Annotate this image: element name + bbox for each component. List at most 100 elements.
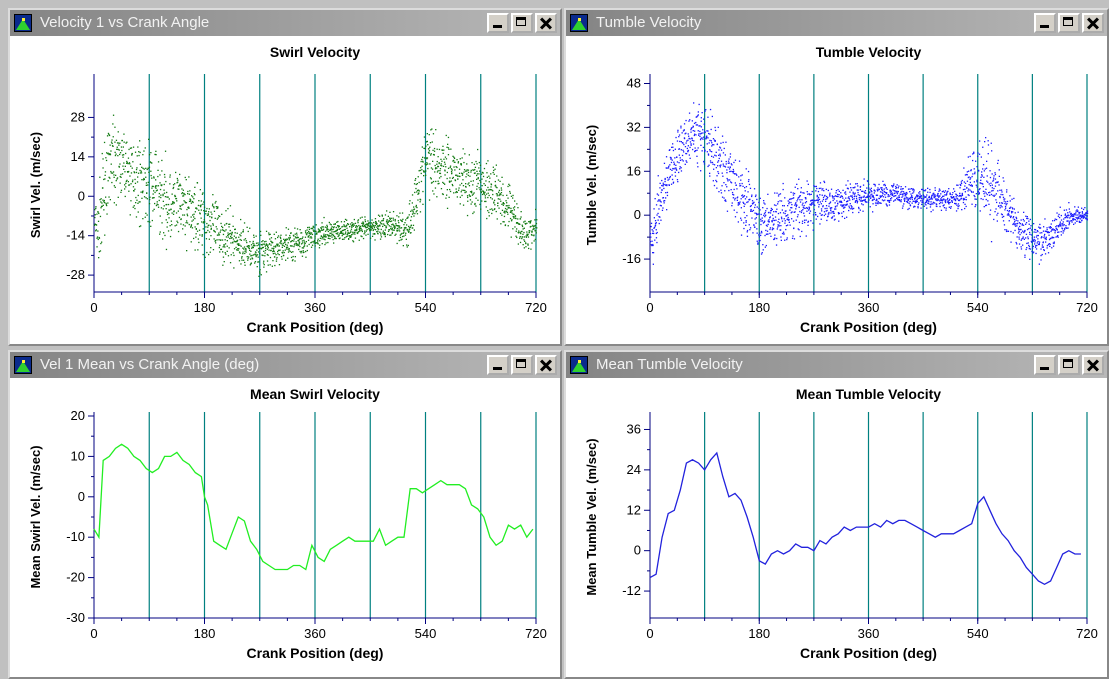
window-tumble-velocity[interactable]: Tumble Velocity Tumble Velocity 0 180 360 54… <box>564 8 1109 346</box>
data-point <box>354 231 356 233</box>
data-point <box>164 176 166 178</box>
data-point <box>959 183 961 186</box>
data-point <box>363 233 365 235</box>
data-point <box>210 247 212 249</box>
data-point <box>403 229 406 231</box>
data-point <box>780 200 783 202</box>
data-point <box>962 201 965 204</box>
data-point <box>377 226 379 228</box>
data-point <box>980 176 982 178</box>
data-point <box>330 224 332 226</box>
data-point <box>255 235 257 237</box>
data-point <box>525 235 527 237</box>
data-point <box>397 230 399 232</box>
data-point <box>458 187 460 189</box>
data-point <box>101 241 103 243</box>
data-point <box>216 228 218 230</box>
data-point <box>512 194 514 197</box>
data-point <box>886 188 888 190</box>
data-point <box>503 211 505 213</box>
maximize-button[interactable] <box>511 355 533 375</box>
data-point <box>956 184 958 186</box>
maximize-button[interactable] <box>1058 355 1080 375</box>
data-point <box>687 133 689 135</box>
window-swirl-velocity[interactable]: Velocity 1 vs Crank Angle Swirl Velocity… <box>8 8 562 346</box>
data-point <box>169 174 171 176</box>
window-mean-swirl-velocity[interactable]: Vel 1 Mean vs Crank Angle (deg) Mean Swi… <box>8 350 562 679</box>
data-point <box>150 152 152 154</box>
data-point <box>661 209 664 211</box>
data-point <box>349 235 351 237</box>
data-point <box>343 224 345 226</box>
data-point <box>858 207 860 210</box>
window-mean-tumble-velocity[interactable]: Mean Tumble Velocity Mean Tumble Velocit… <box>564 350 1109 679</box>
data-point <box>280 256 283 258</box>
data-point <box>673 163 676 165</box>
data-point <box>828 213 830 215</box>
window-titlebar[interactable]: Tumble Velocity <box>566 10 1107 36</box>
window-titlebar[interactable]: Velocity 1 vs Crank Angle <box>10 10 560 36</box>
close-button[interactable] <box>535 355 557 375</box>
data-point <box>422 190 424 193</box>
data-point <box>96 237 98 239</box>
data-point <box>415 204 417 207</box>
data-point <box>332 233 334 235</box>
minimize-button[interactable] <box>487 13 509 33</box>
data-point <box>330 228 332 231</box>
data-point <box>258 275 260 277</box>
window-titlebar[interactable]: Vel 1 Mean vs Crank Angle (deg) <box>10 352 560 378</box>
data-point <box>794 186 796 188</box>
minimize-button[interactable] <box>1034 13 1056 33</box>
close-button[interactable] <box>1082 13 1104 33</box>
maximize-button[interactable] <box>1058 13 1080 33</box>
data-point <box>355 230 357 232</box>
data-point <box>193 213 195 215</box>
data-point <box>169 176 171 178</box>
window-titlebar[interactable]: Mean Tumble Velocity <box>566 352 1107 378</box>
data-point <box>994 211 996 213</box>
data-point <box>668 165 670 167</box>
data-point <box>1030 240 1032 243</box>
data-point <box>519 236 521 238</box>
data-point <box>363 224 366 226</box>
data-point <box>156 203 158 205</box>
data-point <box>213 206 215 208</box>
data-point <box>669 168 672 170</box>
data-point <box>831 196 834 198</box>
data-point <box>405 219 407 221</box>
data-point <box>804 202 807 204</box>
minimize-button[interactable] <box>487 355 509 375</box>
data-point <box>756 232 758 234</box>
data-point <box>418 170 420 172</box>
data-point <box>741 182 743 185</box>
data-point <box>409 228 411 231</box>
data-point <box>341 232 343 235</box>
data-point <box>457 162 459 164</box>
data-point <box>156 189 158 191</box>
data-point <box>245 251 247 253</box>
data-point <box>500 223 502 225</box>
data-point <box>964 198 966 200</box>
close-button[interactable] <box>1082 355 1104 375</box>
minimize-button[interactable] <box>1034 355 1056 375</box>
data-point <box>516 228 518 230</box>
data-point <box>817 215 819 218</box>
maximize-button[interactable] <box>511 13 533 33</box>
close-button[interactable] <box>535 13 557 33</box>
data-point <box>477 177 479 179</box>
data-point <box>722 141 724 144</box>
data-point <box>1004 198 1006 200</box>
data-point <box>416 210 418 212</box>
data-point <box>162 200 164 202</box>
data-point <box>767 220 769 222</box>
data-point <box>197 238 199 240</box>
data-point <box>957 203 960 205</box>
data-point <box>471 162 473 164</box>
data-point <box>397 220 399 222</box>
data-point <box>324 226 326 228</box>
data-point <box>297 244 299 247</box>
data-point <box>938 196 940 198</box>
data-point <box>261 254 263 256</box>
data-point <box>136 199 138 201</box>
data-point <box>716 143 718 146</box>
